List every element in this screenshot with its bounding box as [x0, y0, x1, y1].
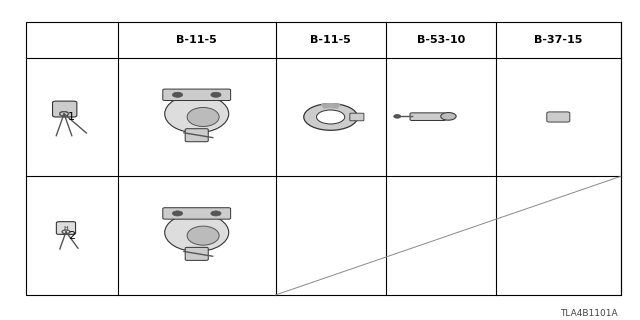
FancyBboxPatch shape [56, 222, 76, 234]
FancyBboxPatch shape [185, 247, 208, 260]
Text: B-53-10: B-53-10 [417, 35, 465, 45]
Circle shape [394, 115, 401, 118]
Circle shape [211, 92, 221, 97]
Text: B-11-5: B-11-5 [177, 35, 217, 45]
Wedge shape [321, 104, 340, 108]
Circle shape [304, 104, 358, 130]
Ellipse shape [164, 95, 228, 133]
FancyBboxPatch shape [547, 112, 570, 122]
Text: B-37-15: B-37-15 [534, 35, 582, 45]
Circle shape [172, 211, 182, 216]
FancyBboxPatch shape [163, 208, 230, 219]
FancyBboxPatch shape [350, 113, 364, 121]
Text: 2: 2 [68, 231, 76, 241]
FancyBboxPatch shape [163, 89, 230, 100]
Circle shape [172, 92, 182, 97]
Circle shape [441, 113, 456, 120]
Circle shape [317, 110, 345, 124]
FancyBboxPatch shape [185, 129, 208, 142]
Text: H: H [63, 226, 68, 230]
Ellipse shape [164, 213, 228, 252]
Ellipse shape [187, 226, 219, 245]
Text: B-11-5: B-11-5 [310, 35, 351, 45]
Text: 1: 1 [68, 112, 76, 122]
Ellipse shape [187, 108, 219, 126]
FancyBboxPatch shape [410, 113, 446, 120]
FancyBboxPatch shape [52, 101, 77, 117]
Text: TLA4B1101A: TLA4B1101A [560, 309, 618, 318]
Circle shape [211, 211, 221, 216]
